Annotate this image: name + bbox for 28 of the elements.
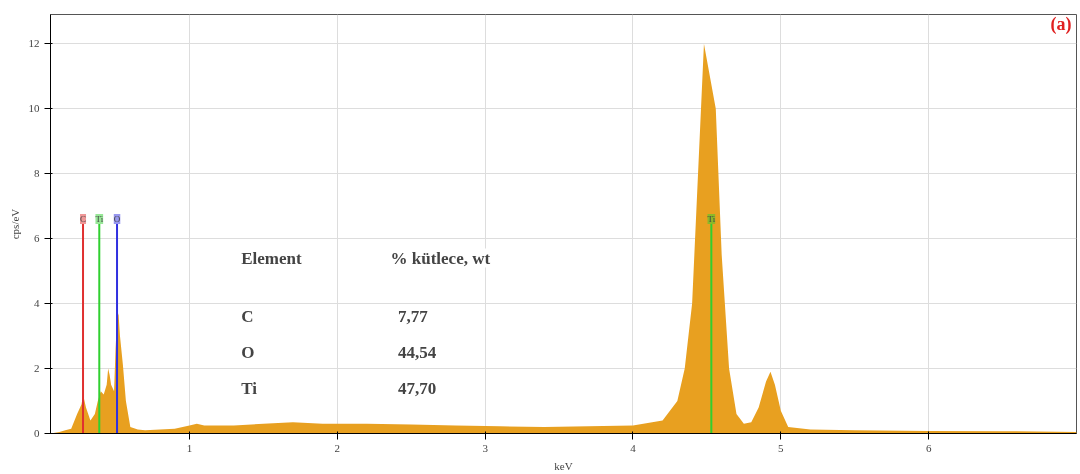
x-tick-label: 4 [630, 441, 637, 454]
y-tick-label: 2 [34, 362, 40, 375]
x-tick-label: 3 [482, 441, 489, 454]
x-tick-label: 5 [778, 441, 785, 454]
annotation: (a) [1050, 13, 1072, 35]
x-axis-title: keV [554, 459, 573, 472]
y-tick-label: 0 [34, 427, 40, 439]
annotation: 47,70 [397, 378, 437, 398]
ref-line-label: C [80, 214, 87, 224]
ref-line-label: Ti [95, 214, 104, 224]
x-tick-label: 6 [925, 441, 932, 454]
y-axis-title: cps/eV [8, 208, 21, 240]
annotation: % kütlece, wt [390, 248, 491, 268]
y-tick-label: 8 [34, 167, 40, 180]
annotation: Element [241, 248, 302, 268]
ref-line-label: O [113, 214, 121, 224]
annotation: 7,77 [397, 307, 429, 327]
annotation: Ti [241, 378, 258, 398]
ref-line-label: Ti [707, 214, 716, 224]
y-tick-label: 10 [28, 102, 40, 115]
x-tick-label: 1 [186, 441, 193, 454]
y-tick-label: 4 [34, 297, 40, 310]
annotation: C [241, 307, 254, 327]
x-tick-label: 2 [334, 441, 341, 454]
y-tick-label: 6 [34, 232, 40, 245]
annotation: O [241, 342, 255, 362]
annotation: 44,54 [397, 342, 437, 362]
y-tick-label: 12 [28, 37, 40, 50]
